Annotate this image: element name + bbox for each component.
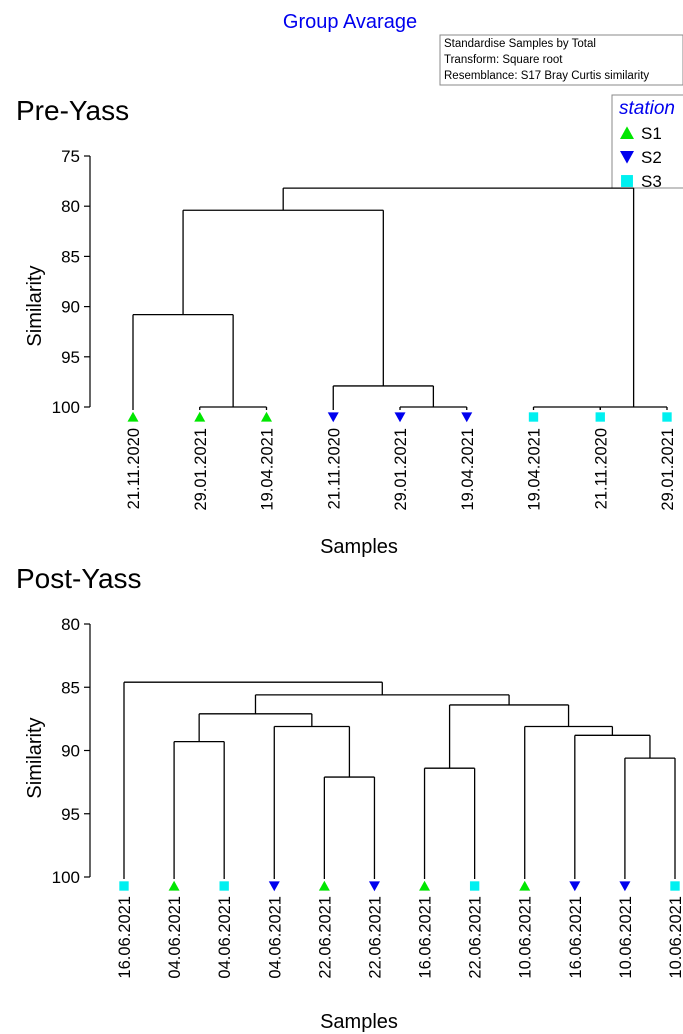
leaf-label: 04.06.2021 — [166, 896, 184, 979]
dendrogram-link — [323, 776, 376, 879]
leaf-label: 19.04.2021 — [259, 428, 277, 511]
leaf-label: 16.06.2021 — [567, 896, 585, 979]
leaf-label: 29.01.2021 — [192, 428, 210, 511]
dendrogram-link — [123, 681, 383, 879]
dendrogram-link — [524, 725, 614, 879]
legend-marker-s2 — [620, 151, 634, 164]
y-tick-label: 85 — [61, 678, 80, 697]
leaf-label: 21.11.2020 — [592, 428, 610, 509]
info-line-1: Standardise Samples by Total — [444, 38, 596, 50]
leaf-marker-s1 — [318, 880, 330, 891]
dendrogram-link — [182, 209, 384, 386]
y-tick-label: 80 — [61, 197, 80, 216]
leaf-marker-s3 — [595, 412, 605, 422]
y-tick-label: 80 — [61, 615, 80, 634]
leaf-marker-s2 — [368, 881, 380, 892]
dendrogram-post-yass: 80 85 90 95 100 16.06.2021 04.06.2021 04.06.202… — [52, 615, 683, 979]
info-box: Standardise Samples by Total Transform: … — [439, 34, 683, 86]
x-axis-title-pre-yass: Samples — [320, 536, 398, 558]
dendrogram-link — [173, 740, 225, 879]
leaf-marker-s1 — [194, 411, 206, 422]
dendrogram-link — [532, 406, 601, 410]
leaf-marker-s1 — [127, 411, 139, 422]
y-tick-label: 90 — [61, 298, 80, 317]
y-tick-label: 75 — [61, 147, 80, 166]
dendrogram-link — [423, 767, 476, 879]
leaf-marker-s2 — [619, 881, 631, 892]
info-line-2: Transform: Square root — [444, 54, 563, 66]
dendrogram-link — [574, 734, 651, 879]
leaf-label: 04.06.2021 — [266, 896, 284, 979]
leaf-marker-s3 — [219, 881, 229, 891]
leaf-marker-s1 — [261, 411, 272, 422]
panel-title-pre-yass: Pre-Yass — [16, 95, 129, 126]
leaf-marker-s2 — [569, 881, 581, 892]
leaf-label: 29.01.2021 — [659, 428, 677, 511]
panel-title-post-yass: Post-Yass — [16, 563, 142, 594]
legend-marker-s1 — [620, 126, 634, 139]
leaf-label: 04.06.2021 — [216, 896, 234, 979]
info-box-frame — [439, 34, 683, 86]
leaf-label: 21.11.2020 — [125, 428, 143, 509]
dendrogram-link — [198, 713, 313, 742]
legend-frame — [611, 94, 683, 189]
info-line-3: Resemblance: S17 Bray Curtis similarity — [444, 70, 649, 82]
dendrogram-link — [199, 406, 268, 410]
leaf-label: 29.01.2021 — [392, 428, 410, 511]
leaf-marker-s1 — [168, 880, 180, 891]
legend: station S1 S2 S3 — [611, 94, 683, 191]
legend-label-s2: S2 — [641, 148, 662, 167]
dendrogram-link — [624, 757, 676, 879]
y-axis-title-pre-yass: Similarity — [24, 265, 46, 346]
leaf-marker-s2 — [394, 412, 406, 423]
dendrogram-link — [448, 704, 570, 769]
leaf-label: 19.04.2021 — [459, 428, 477, 511]
leaf-marker-s3 — [528, 412, 539, 422]
leaf-label: 22.06.2021 — [467, 896, 485, 979]
leaf-marker-s1 — [419, 880, 431, 891]
legend-title: station — [619, 98, 675, 119]
dendrogram-link — [273, 725, 351, 879]
leaf-label: 22.06.2021 — [366, 896, 384, 979]
leaf-label: 10.06.2021 — [517, 896, 535, 979]
dendrogram-link — [599, 406, 668, 410]
legend-label-s1: S1 — [641, 124, 662, 143]
leaf-marker-s1 — [519, 880, 531, 891]
y-tick-label: 85 — [61, 247, 80, 266]
leaf-marker-s3 — [469, 881, 480, 891]
y-tick-label: 95 — [61, 805, 80, 824]
x-axis-title-post-yass: Samples — [320, 1011, 398, 1033]
leaf-marker-s2 — [268, 881, 280, 892]
dendrogram-link — [282, 187, 635, 407]
leaf-marker-s3 — [119, 881, 129, 891]
leaf-label: 21.11.2020 — [325, 428, 343, 509]
y-tick-label: 90 — [61, 742, 80, 761]
leaf-label: 16.06.2021 — [417, 896, 435, 979]
leaf-label: 10.06.2021 — [667, 896, 683, 979]
leaf-marker-s2 — [327, 412, 339, 423]
legend-label-s3: S3 — [641, 172, 662, 191]
y-tick-label: 100 — [52, 398, 80, 417]
leaf-marker-s3 — [662, 412, 672, 422]
dendrogram-pre-yass: 75 80 85 90 95 100 21.11.2020 29.01.2021 19.04.2… — [52, 147, 677, 511]
leaf-label: 19.04.2021 — [526, 428, 544, 511]
leaf-label: 16.06.2021 — [116, 896, 134, 979]
dendrogram-link — [399, 406, 468, 410]
y-axis-title-post-yass: Similarity — [24, 717, 46, 798]
y-tick-label: 95 — [61, 348, 80, 367]
leaf-marker-s3 — [670, 881, 680, 891]
y-tick-label: 100 — [52, 868, 80, 887]
leaf-label: 10.06.2021 — [617, 896, 635, 979]
leaf-marker-s2 — [461, 412, 473, 423]
leaf-label: 22.06.2021 — [316, 896, 334, 979]
dendrogram-link — [132, 313, 234, 410]
figure-title: Group Avarage — [283, 11, 417, 33]
legend-marker-s3 — [621, 175, 633, 187]
